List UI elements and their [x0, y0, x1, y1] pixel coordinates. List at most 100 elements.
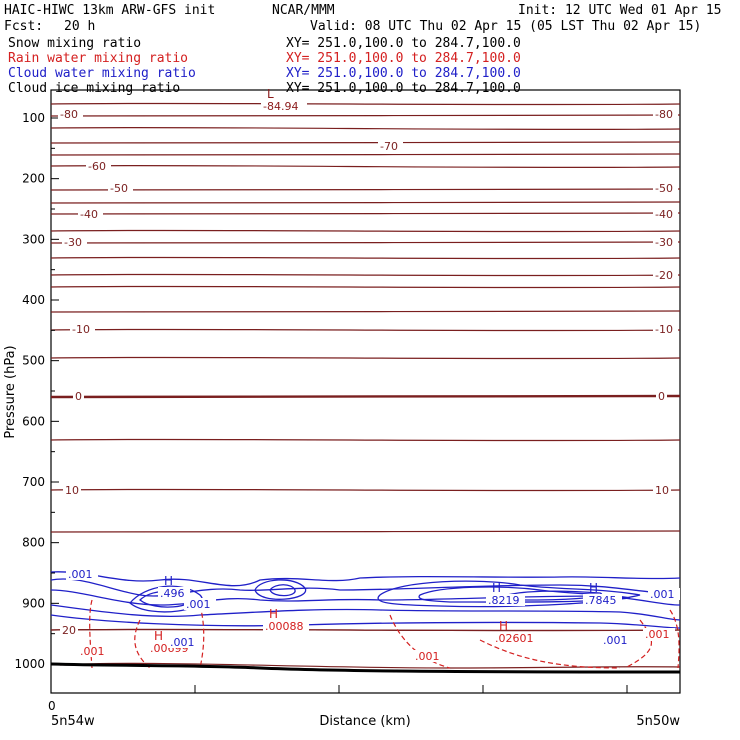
temperature-contour: [50, 530, 681, 533]
organization-label: NCAR/MMM: [272, 3, 335, 18]
init-time-label: Init: 12 UTC Wed 01 Apr 15: [518, 3, 722, 18]
temperature-contour: [50, 628, 681, 632]
label-background: [78, 208, 103, 221]
extremum-value: .00088: [265, 620, 304, 633]
rain-water-contour: [389, 614, 451, 669]
x-axis-label: Distance (km): [319, 714, 410, 729]
label-background: [86, 160, 111, 173]
temperature-contour: [50, 256, 681, 260]
cloud-water-contour: [50, 571, 681, 587]
label-background: [70, 323, 95, 336]
y-tick-label: 200: [22, 172, 45, 186]
rain-water-contour: [669, 609, 680, 669]
label-background: [653, 484, 671, 497]
y-tick-label: 300: [22, 232, 45, 246]
label-background: [63, 484, 81, 497]
temperature-contour-label: -30: [64, 236, 82, 249]
field-xy-snow: XY= 251.0,100.0 to 284.7,100.0: [286, 36, 521, 51]
label-background: [168, 636, 200, 648]
temperature-contour-label: 0: [75, 390, 82, 403]
cloud-water-contour: [129, 585, 203, 613]
temperature-contour-label: -30: [655, 236, 673, 249]
temperature-contour-label: 0: [658, 390, 665, 403]
temperature-contour: [59, 662, 681, 669]
y-axis-label: Pressure (hPa): [3, 345, 18, 438]
temperature-contour: [50, 153, 681, 156]
cloud-water-contour: [377, 580, 641, 608]
label-background: [73, 390, 84, 403]
y-tick-label: 700: [22, 475, 45, 489]
temperature-contour-label: 10: [65, 484, 79, 497]
contour-value-label: .001: [415, 650, 440, 663]
contour-value-label: .001: [170, 636, 195, 649]
label-background: [66, 568, 98, 580]
temperature-contour-label: -50: [110, 182, 128, 195]
temperature-contour-label: -60: [88, 160, 106, 173]
y-tick-label: 500: [22, 354, 45, 368]
label-background: [653, 182, 678, 195]
label-background: [78, 645, 110, 657]
extremum-marker: H: [492, 581, 501, 595]
temperature-contour: [50, 438, 681, 442]
label-background: [653, 108, 678, 121]
cloud-water-contour: [254, 579, 307, 600]
field-name-cloud-ice: Cloud ice mixing ratio: [8, 81, 181, 96]
field-name-cloud-water: Cloud water mixing ratio: [8, 66, 196, 81]
temperature-contour-label: -70: [380, 140, 398, 153]
temperature-contour-label: 20: [62, 624, 76, 637]
x-start-tick: 0: [48, 699, 56, 713]
forecast-hour: 20 h: [64, 19, 96, 34]
left-endpoint-label: 5n54w: [51, 714, 95, 729]
cloud-water-contour: [269, 584, 296, 597]
temperature-contour: [50, 126, 681, 131]
extremum-marker: H: [589, 581, 598, 595]
contour-value-label: .001: [80, 645, 105, 658]
field-xy-cloud-ice: XY= 251.0,100.0 to 284.7,100.0: [286, 81, 521, 96]
forecast-label: Fcst:: [4, 19, 44, 34]
label-background: [184, 598, 216, 610]
temperature-contour-label: -20: [655, 269, 673, 282]
label-background: [378, 140, 403, 153]
terrain-line: [50, 662, 681, 674]
temperature-contour: [50, 488, 681, 492]
contour-value-label: .001: [603, 634, 628, 647]
contour-value-label: .001: [650, 588, 675, 601]
contour-value-label: .001: [186, 598, 211, 611]
temperature-contour: [50, 241, 681, 244]
label-background: [486, 594, 525, 606]
temperature-contour: [50, 212, 681, 215]
temperature-contour-label: -80: [60, 108, 78, 121]
temperature-contour-label: -80: [655, 108, 673, 121]
temperature-contour-label: -50: [655, 182, 673, 195]
label-background: [601, 634, 633, 646]
temperature-contour: [50, 273, 681, 277]
label-background: [653, 269, 678, 282]
temperature-contour: [50, 328, 681, 332]
cloud-water-contour: [418, 586, 631, 603]
temperature-contour: [50, 114, 681, 117]
extremum-value: .496: [160, 587, 185, 600]
temperature-contour-label: -40: [80, 208, 98, 221]
label-background: [108, 182, 133, 195]
field-xy-cloud-water: XY= 251.0,100.0 to 284.7,100.0: [286, 66, 521, 81]
extremum-marker: L: [267, 87, 274, 101]
y-tick-label: 900: [22, 596, 45, 610]
extremum-marker: H: [499, 619, 508, 633]
rain-water-contour: [199, 604, 205, 669]
cloud-water-contour: [50, 604, 681, 621]
rain-water-contour: [624, 619, 653, 669]
y-tick-label: 100: [22, 111, 45, 125]
y-tick-label: 800: [22, 536, 45, 550]
extremum-value: .7845: [585, 594, 617, 607]
label-background: [648, 588, 680, 600]
label-background: [643, 628, 675, 640]
label-background: [413, 650, 445, 662]
label-background: [656, 390, 667, 403]
contour-value-label: .001: [645, 628, 670, 641]
extremum-marker: H: [154, 629, 163, 643]
label-background: [261, 100, 307, 112]
temperature-contour: [50, 201, 681, 204]
y-tick-label: 1000: [14, 657, 45, 671]
